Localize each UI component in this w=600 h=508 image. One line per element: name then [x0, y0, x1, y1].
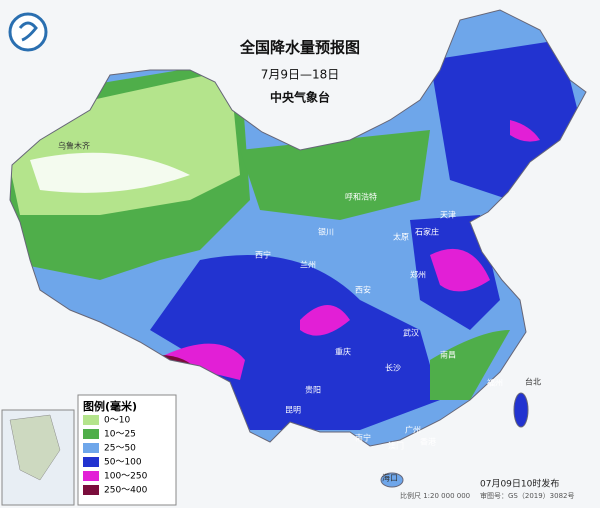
city: 南昌	[440, 350, 456, 360]
legend-label: 100～250	[104, 472, 148, 482]
legend-swatch	[83, 443, 99, 453]
logo	[8, 12, 48, 52]
legend-label: 0～10	[104, 416, 130, 426]
city: 西宁	[255, 250, 271, 260]
city: 西安	[355, 285, 371, 295]
city: 郑州	[410, 270, 426, 280]
city: 太原	[393, 232, 409, 242]
legend-swatch	[83, 457, 99, 467]
city: 昆明	[285, 406, 301, 415]
city: 台北	[525, 377, 541, 387]
legend-label: 50～100	[104, 458, 142, 468]
city: 澳门	[388, 441, 404, 451]
city: 贵阳	[305, 385, 321, 395]
legend-label: 10～25	[104, 430, 136, 440]
city: 重庆	[335, 347, 351, 357]
city: 武汉	[403, 328, 419, 338]
city: 呼和浩特	[345, 192, 377, 202]
legend-label: 250～400	[104, 486, 148, 496]
hainan	[380, 472, 404, 488]
city: 天津	[440, 210, 456, 220]
city: 乌鲁木齐	[58, 141, 90, 151]
city: 南宁	[355, 433, 371, 443]
border	[9, 9, 587, 447]
city: 石家庄	[415, 227, 439, 237]
legend-swatch	[83, 415, 99, 425]
city: 兰州	[300, 260, 316, 270]
city: 福州	[487, 379, 503, 388]
inset-land	[9, 414, 61, 481]
legend-swatch	[83, 429, 99, 439]
legend-swatch	[83, 485, 99, 495]
date-range: 7月9日—18日	[261, 68, 340, 82]
taiwan	[513, 392, 529, 428]
city: 银川	[318, 227, 334, 237]
legend-label: 25～50	[104, 444, 136, 454]
city: 广州	[405, 425, 421, 435]
approval: 审图号：GS（2019）3082号	[480, 491, 575, 500]
city: 香港	[420, 437, 436, 447]
legend-items: 0～10 10～25 25～50 50～100 100～250 250～400	[83, 415, 148, 496]
city: 海口	[382, 473, 398, 483]
agency: 中央气象台	[270, 90, 330, 105]
legend-swatch	[83, 471, 99, 481]
title: 全国降水量预报图	[239, 39, 360, 57]
legend-title: 图例(毫米)	[83, 399, 137, 413]
logo-mark	[18, 21, 38, 42]
issued: 07月09日10时发布	[480, 478, 559, 490]
scale: 比例尺 1:20 000 000	[400, 491, 470, 500]
city: 长沙	[385, 363, 401, 373]
